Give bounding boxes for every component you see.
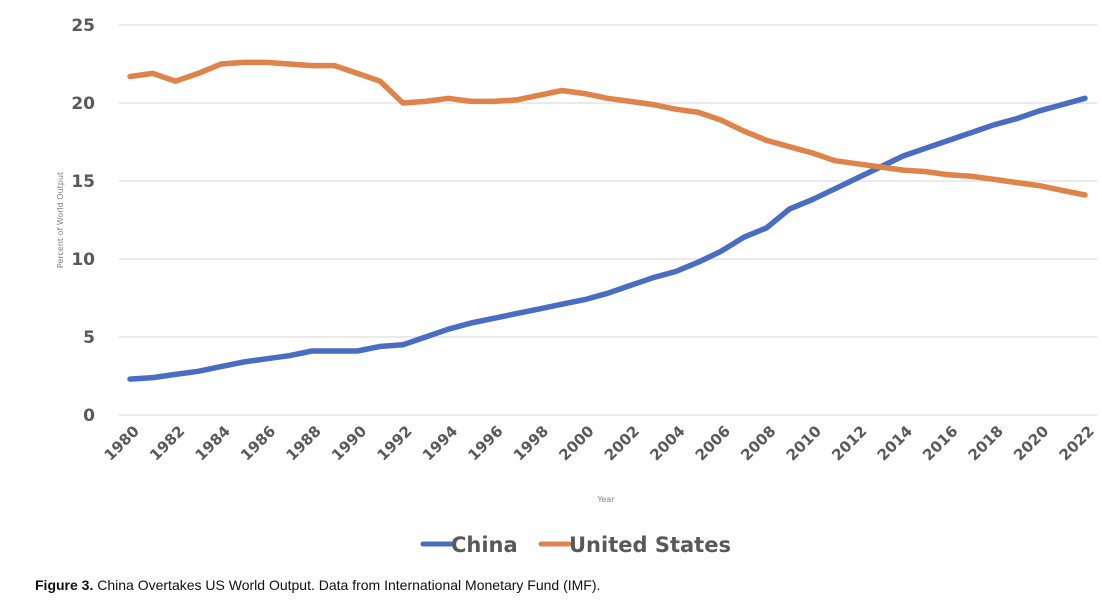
figure-caption-label: Figure 3. xyxy=(35,577,94,593)
x-tick-label: 2018 xyxy=(965,422,1007,464)
x-tick-label: 2016 xyxy=(919,422,961,464)
x-tick-label: 2012 xyxy=(828,422,870,464)
x-tick-label: 2010 xyxy=(783,422,825,464)
x-tick-label: 2014 xyxy=(874,422,916,464)
series-line-united-states xyxy=(127,59,1088,198)
x-tick-label: 2000 xyxy=(555,422,597,464)
y-tick-label: 5 xyxy=(83,328,95,348)
y-tick-label: 0 xyxy=(83,406,95,426)
x-tick-label: 1986 xyxy=(237,422,279,464)
legend-label: China xyxy=(451,533,518,557)
figure-caption-text: China Overtakes US World Output. Data fr… xyxy=(93,577,601,593)
figure-caption: Figure 3. China Overtakes US World Outpu… xyxy=(35,577,600,593)
x-axis-title: Year xyxy=(597,495,616,504)
series-lines xyxy=(127,59,1088,382)
x-tick-label: 1988 xyxy=(282,422,324,464)
x-axis-ticks: 1980 1982 1984 1986 1988 1990 1992 1994 1996 1998… xyxy=(101,422,1098,464)
x-tick-label: 1992 xyxy=(373,422,415,464)
x-tick-label: 2004 xyxy=(646,422,688,464)
x-tick-label: 2020 xyxy=(1010,422,1052,464)
x-tick-label: 1998 xyxy=(510,422,552,464)
x-tick-label: 2022 xyxy=(1056,422,1098,464)
y-tick-label: 10 xyxy=(71,250,95,270)
x-tick-label: 2002 xyxy=(601,422,643,464)
x-tick-label: 1980 xyxy=(101,422,143,464)
x-tick-label: 1994 xyxy=(419,422,461,464)
x-tick-label: 1984 xyxy=(192,422,234,464)
gridlines xyxy=(119,24,1097,416)
x-tick-label: 1982 xyxy=(146,422,188,464)
x-tick-label: 2006 xyxy=(692,422,734,464)
y-tick-label: 20 xyxy=(71,94,95,114)
legend-label: United States xyxy=(569,533,731,557)
x-tick-label: 1990 xyxy=(328,422,370,464)
legend: China United States xyxy=(420,533,731,557)
series-line-china xyxy=(127,95,1088,382)
y-tick-label: 25 xyxy=(71,16,95,36)
y-axis-ticks: 0 5 10 15 20 25 xyxy=(71,16,95,426)
x-tick-label: 2008 xyxy=(737,422,779,464)
y-tick-label: 15 xyxy=(71,172,95,192)
y-axis-title: Percent of World Output xyxy=(56,172,65,268)
x-tick-label: 1996 xyxy=(464,422,506,464)
